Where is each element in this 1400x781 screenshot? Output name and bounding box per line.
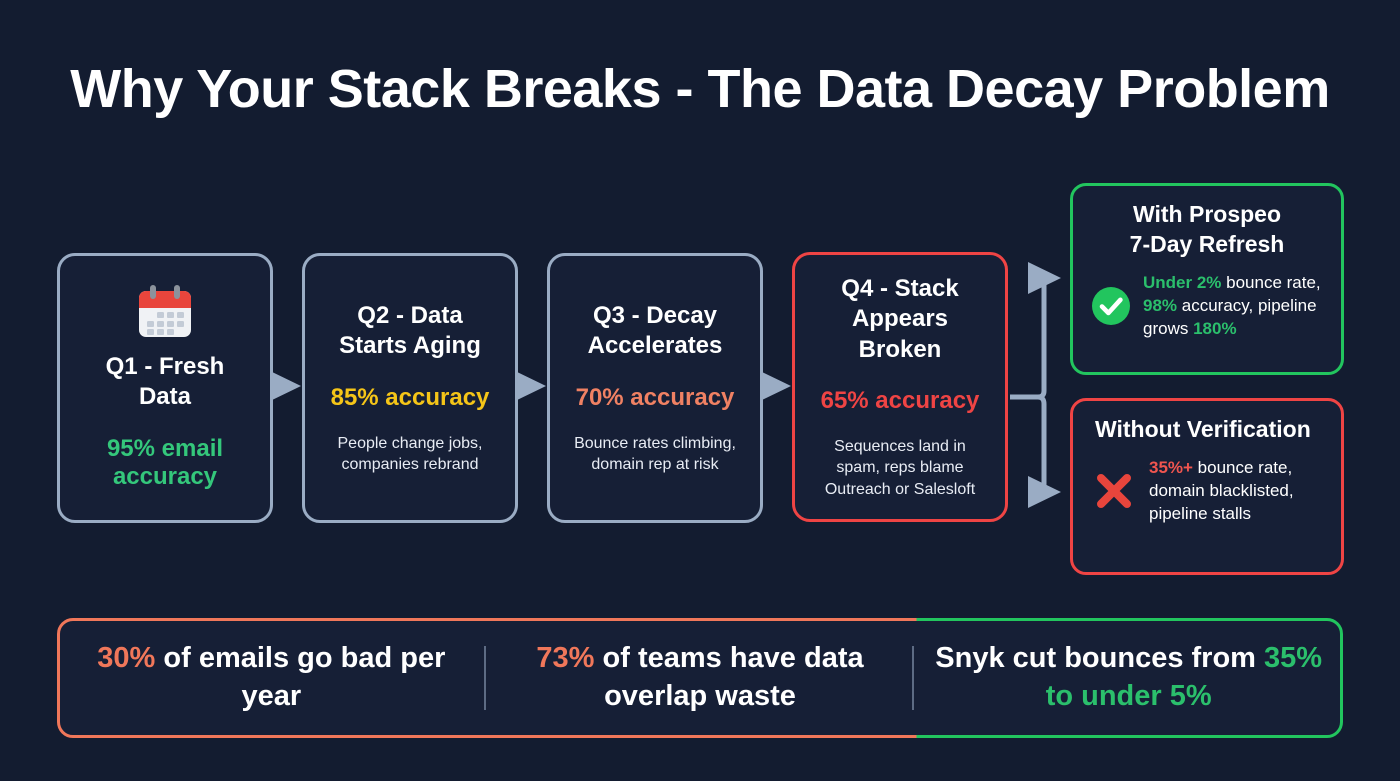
card-title: Q3 - Decay Accelerates (587, 301, 723, 360)
stat-item-2: Snyk cut bounces from 35% to under 5% (914, 618, 1343, 738)
outcome-title: Without Verification (1095, 416, 1311, 442)
timeline-card-q1[interactable]: Q1 - Fresh Data 95% email accuracy (57, 253, 273, 523)
stat-text: 30% of emails go bad per year (97, 642, 446, 712)
card-description: Sequences land in spam, reps blame Outreac… (824, 438, 976, 498)
card-stat: 65% accuracy (820, 387, 980, 415)
timeline-card-q4[interactable]: Q4 - Stack Appears Broken 65% accuracy Seq… (792, 252, 1008, 522)
outcome-title: With Prospeo 7-Day Refresh (1129, 201, 1285, 257)
card-title: Q2 - Data Starts Aging (339, 301, 481, 360)
stat-text: 73% of teams have data overlap waste (536, 642, 864, 712)
calendar-icon (136, 284, 194, 340)
card-description: People change jobs, companies rebrand (337, 434, 483, 473)
stats-bar-border (57, 618, 1343, 738)
outcome-card-positive[interactable]: With Prospeo 7-Day Refresh Under 2% bounc… (1070, 183, 1344, 375)
card-stat: 95% email accuracy (106, 434, 224, 491)
stat-item-0: 30% of emails go bad per year (57, 618, 486, 738)
card-stat: 70% accuracy (575, 383, 735, 411)
outcome-body-negative: 35%+ bounce rate, domain blacklisted, pi… (1149, 457, 1294, 523)
timeline-card-q2[interactable]: Q2 - Data Starts Aging 85% accuracy Peopl… (302, 253, 518, 523)
x-mark-icon (1091, 468, 1137, 514)
stats-bar: 30% of emails go bad per year 73% of tea… (57, 618, 1343, 738)
card-stat: 85% accuracy (330, 383, 490, 411)
stat-divider (912, 646, 915, 710)
page-title: Why Your Stack Breaks - The Data Decay P… (70, 59, 1330, 119)
check-circle-icon (1091, 286, 1131, 326)
card-title: Q1 - Fresh Data (105, 352, 225, 411)
stat-item-1: 73% of teams have data overlap waste (486, 618, 915, 738)
timeline-card-q3[interactable]: Q3 - Decay Accelerates 70% accuracy Bounc… (547, 253, 763, 523)
outcome-card-negative[interactable]: Without Verification 35%+ bounce rate, d… (1070, 398, 1344, 575)
stat-divider (483, 646, 486, 710)
stat-text: Snyk cut bounces from 35% to under 5% (935, 642, 1323, 712)
card-description: Bounce rates climbing, domain rep at risk (574, 434, 736, 473)
card-title: Q4 - Stack Appears Broken (841, 275, 959, 363)
outcome-body-positive: Under 2% bounce rate, 98% accuracy, pipe… (1143, 272, 1321, 338)
